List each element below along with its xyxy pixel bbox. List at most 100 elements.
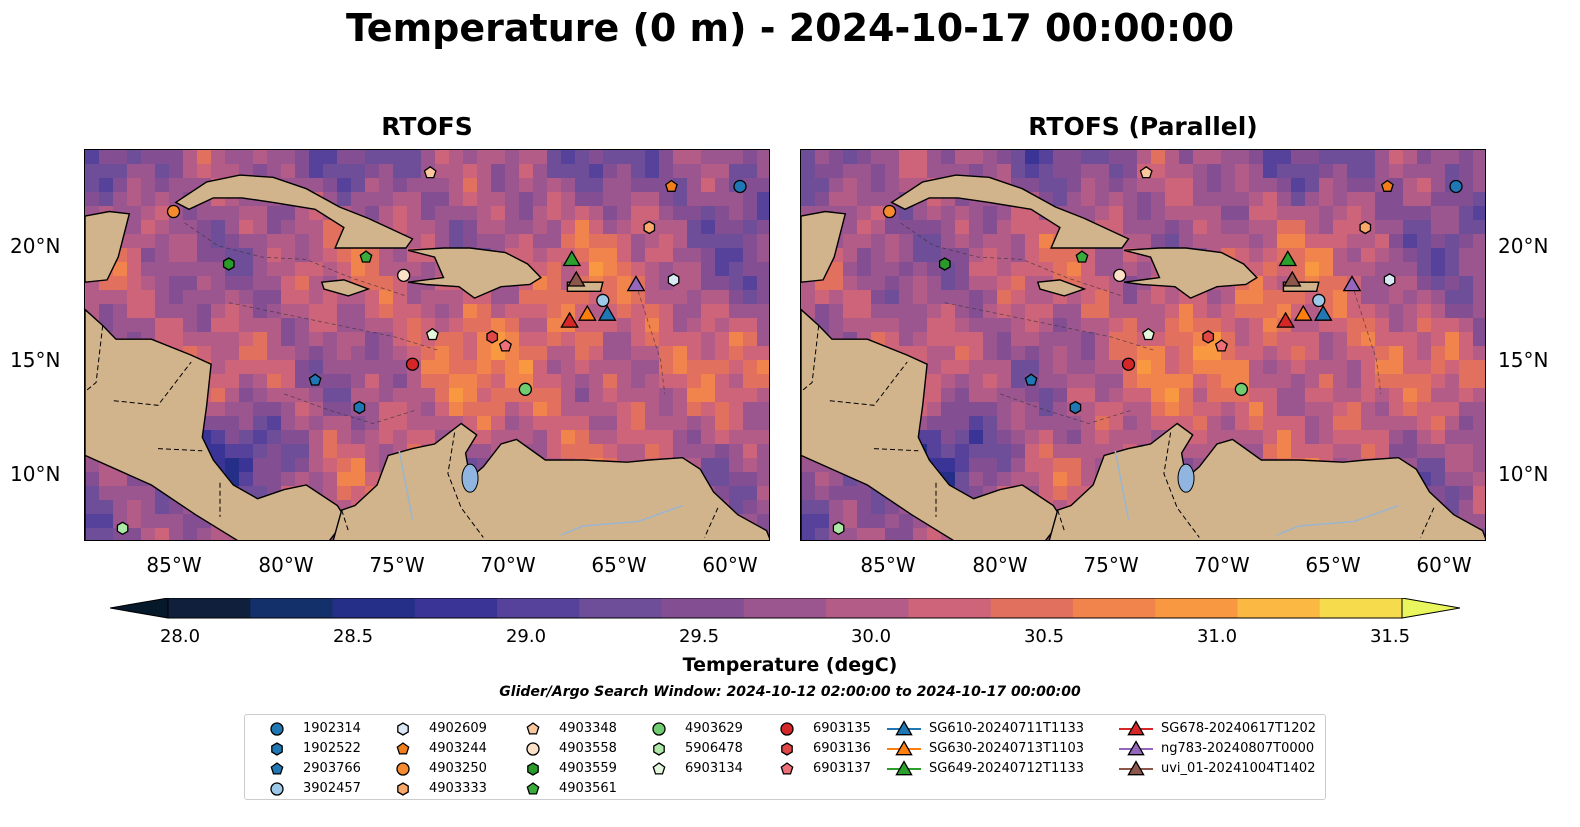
colorbar-tick: 31.0 xyxy=(1196,626,1238,647)
circle-marker-icon xyxy=(270,782,284,796)
lat-label-20n: 20°N xyxy=(10,234,61,258)
obs-marker-4903559 xyxy=(222,257,235,271)
map-panel-rtofs-parallel[interactable] xyxy=(800,149,1486,541)
obs-marker-6903137 xyxy=(498,339,512,352)
obs-marker-ng783-20240807t0000 xyxy=(1342,275,1362,292)
lon-label-80w: 80°W xyxy=(972,553,1028,577)
land-hispaniola xyxy=(1123,247,1259,299)
legend-marker xyxy=(271,742,283,756)
land-cuba xyxy=(890,174,1130,249)
lon-label-75w: 75°W xyxy=(1083,553,1139,577)
figure-title: Temperature (0 m) - 2024-10-17 00:00:00 xyxy=(345,6,1235,50)
legend-marker xyxy=(526,722,540,735)
colorbar-segment xyxy=(1155,598,1239,618)
pentagon-marker-icon xyxy=(270,762,284,775)
legend-marker xyxy=(652,722,666,736)
obs-marker-4903561 xyxy=(359,250,373,263)
legend-label: ng783-20240807T0000 xyxy=(1161,741,1315,756)
legend-marker xyxy=(653,742,665,756)
legend-label: SG630-20240713T1103 xyxy=(929,741,1085,756)
circle-marker-icon xyxy=(396,762,410,776)
circle-marker-icon xyxy=(270,722,284,736)
legend-label: 5906478 xyxy=(685,741,743,756)
colorbar xyxy=(110,598,1460,619)
obs-marker-sg649-20240712t1133 xyxy=(1278,250,1298,267)
lat-label-10n: 10°N xyxy=(1498,462,1549,486)
obs-marker-sg630-20240713t1103 xyxy=(1293,304,1313,321)
obs-marker-6903135 xyxy=(1121,357,1136,371)
legend-marker xyxy=(895,740,913,756)
legend-marker xyxy=(397,782,409,796)
lake-maracaibo xyxy=(461,463,479,493)
hexagon-marker-icon xyxy=(653,742,665,756)
obs-marker-4903558 xyxy=(1113,268,1127,282)
colorbar-segment xyxy=(1237,598,1321,618)
bathymetry-contours xyxy=(900,222,1382,424)
colorbar-extend-low xyxy=(110,598,169,619)
panel-title-rtofs-parallel: RTOFS (Parallel) xyxy=(1028,112,1258,141)
lon-label-75w: 75°W xyxy=(369,553,425,577)
legend-label: 6903137 xyxy=(813,761,871,776)
obs-marker-sg610-20240711t1133 xyxy=(597,304,617,321)
pentagon-marker-icon xyxy=(396,742,410,755)
colorbar-segment xyxy=(414,598,498,618)
legend-marker xyxy=(1127,720,1145,736)
lon-label-65w: 65°W xyxy=(1305,553,1361,577)
lat-label-15n: 15°N xyxy=(10,348,61,372)
obs-marker-6903134 xyxy=(1141,327,1155,341)
colorbar-segment xyxy=(743,598,827,618)
legend-marker xyxy=(895,720,913,736)
lon-label-70w: 70°W xyxy=(1194,553,1250,577)
obs-marker-1902314 xyxy=(733,179,747,194)
colorbar-segment xyxy=(990,598,1074,618)
circle-marker-icon xyxy=(780,722,794,736)
obs-marker-uvi_01-20241004t1402 xyxy=(566,270,586,287)
legend-label: 2903766 xyxy=(303,761,361,776)
legend-marker xyxy=(397,722,409,736)
obs-marker-5906478 xyxy=(832,521,845,536)
colorbar-tick: 29.5 xyxy=(678,626,720,647)
legend-marker xyxy=(1127,760,1145,776)
pentagon-marker-icon xyxy=(526,722,540,735)
obs-marker-2903766 xyxy=(1024,373,1038,386)
lon-label-65w: 65°W xyxy=(591,553,647,577)
lon-label-80w: 80°W xyxy=(258,553,314,577)
obs-marker-6903135 xyxy=(405,357,420,371)
legend-label: 4902609 xyxy=(429,721,487,736)
obs-marker-2903766 xyxy=(308,373,322,386)
circle-marker-icon xyxy=(526,742,540,756)
obs-marker-sg678-20240617t1202 xyxy=(1276,311,1295,328)
legend-marker xyxy=(1127,740,1145,756)
obs-marker-4903629 xyxy=(518,382,533,396)
legend-marker xyxy=(270,782,284,796)
legend-marker xyxy=(526,742,540,756)
legend-label: 4903558 xyxy=(559,741,617,756)
triangle-marker-icon xyxy=(887,760,921,776)
obs-marker-3902457 xyxy=(596,293,610,308)
colorbar-frame xyxy=(167,598,1403,619)
obs-marker-1902522 xyxy=(353,400,366,415)
obs-marker-1902314 xyxy=(1449,179,1463,194)
country-borders xyxy=(85,325,719,538)
land-cuba xyxy=(174,174,414,249)
legend-label: 3902457 xyxy=(303,781,361,796)
map-panel-rtofs[interactable] xyxy=(84,149,770,541)
temperature-map-rtofs-parallel xyxy=(801,150,1485,540)
obs-marker-4903348 xyxy=(1139,165,1153,179)
colorbar-segment xyxy=(497,598,580,618)
land-hispaniola xyxy=(407,247,543,299)
colorbar-segment xyxy=(168,598,251,618)
legend-label: 4903348 xyxy=(559,721,617,736)
land-yucatan xyxy=(85,210,131,283)
hexagon-marker-icon xyxy=(397,722,409,736)
legend-marker xyxy=(396,742,410,755)
legend-label: uvi_01-20241004T1402 xyxy=(1161,761,1316,776)
colorbar-segment xyxy=(332,598,416,618)
colorbar-tick: 31.5 xyxy=(1369,626,1411,647)
land-south-america xyxy=(332,422,769,540)
country-borders xyxy=(801,325,1435,538)
legend-label: 1902522 xyxy=(303,741,361,756)
obs-marker-sg610-20240711t1133 xyxy=(1313,304,1333,321)
obs-marker-4903559 xyxy=(938,257,951,271)
lat-label-10n: 10°N xyxy=(10,462,61,486)
